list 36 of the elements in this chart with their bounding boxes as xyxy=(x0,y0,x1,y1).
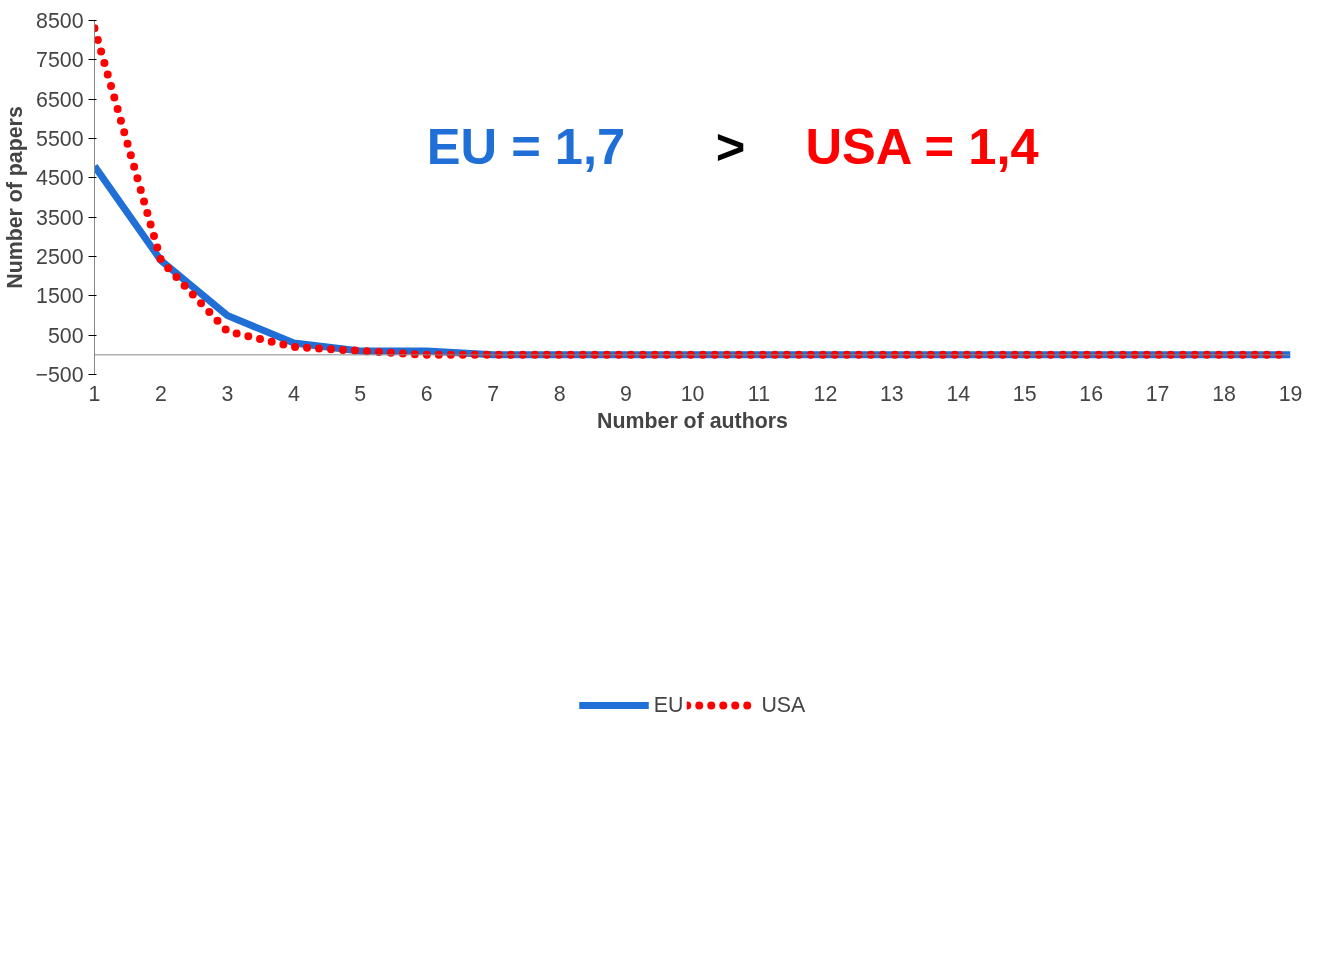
x-tick-label: 19 xyxy=(1278,381,1303,406)
y-tick-label: 2500 xyxy=(36,245,84,269)
x-tick-label: 14 xyxy=(946,381,971,406)
x-tick-label: 6 xyxy=(420,381,433,406)
x-tick-label: 4 xyxy=(287,381,300,406)
x-tick-label: 17 xyxy=(1145,381,1170,406)
y-axis-title: Number of papers xyxy=(3,106,28,289)
x-tick-label: 7 xyxy=(487,381,500,406)
y-tick-label: 4500 xyxy=(36,166,84,191)
x-tick-label: 8 xyxy=(553,381,566,406)
y-tick-label: 7500 xyxy=(36,48,84,73)
x-tick-label: 5 xyxy=(354,381,367,406)
y-tick-label: 8500 xyxy=(36,9,84,33)
x-tick-label: 13 xyxy=(879,381,904,406)
x-tick-label: 12 xyxy=(813,381,838,406)
x-tick-label: 1 xyxy=(88,381,101,406)
y-tick-label: 1500 xyxy=(36,284,84,309)
y-tick-label: 5500 xyxy=(36,127,84,151)
legend-label: USA xyxy=(761,692,806,718)
x-tick-label: 9 xyxy=(620,381,632,406)
y-tick-label: 6500 xyxy=(36,87,84,112)
x-tick-label: 11 xyxy=(747,381,771,406)
y-tick-label: −500 xyxy=(35,363,84,387)
x-axis-title: Number of authors xyxy=(597,408,788,433)
x-tick-label: 3 xyxy=(221,381,234,406)
x-tick-label: 16 xyxy=(1079,381,1104,406)
legend-label: EU xyxy=(653,692,684,718)
annotation: USA = 1,4 xyxy=(805,117,1039,175)
annotation: > xyxy=(715,117,746,175)
x-tick-label: 10 xyxy=(680,381,705,406)
x-tick-label: 18 xyxy=(1212,381,1236,406)
annotation: EU = 1,7 xyxy=(426,117,626,175)
y-tick-label: 3500 xyxy=(36,205,84,230)
y-tick-label: 500 xyxy=(47,323,84,348)
x-tick-label: 15 xyxy=(1012,381,1037,406)
x-tick-label: 2 xyxy=(155,381,167,406)
